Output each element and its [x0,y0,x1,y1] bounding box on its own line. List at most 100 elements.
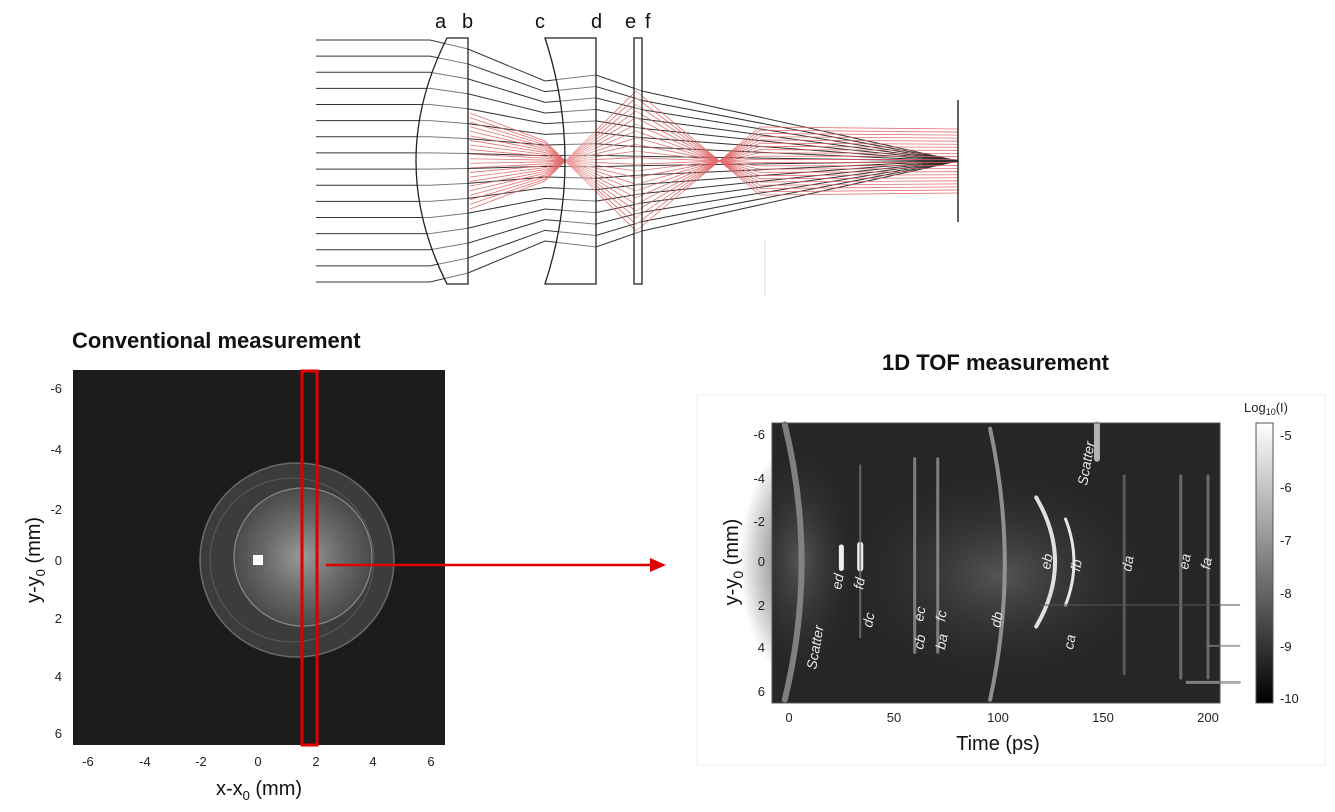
conv-ytick: 4 [55,669,62,684]
conv-xtick: 0 [254,754,261,769]
annotation-ca: ca [1060,633,1078,651]
colorbar-tick: -6 [1280,480,1292,495]
conv-y-axis-label: y-y0 (mm) [23,517,48,603]
tof-y-ticks: -6 -4 -2 0 2 4 6 [753,427,765,699]
tof-annotations: Scatter ed fd dc cb ec ba fc db eb ca fb… [803,439,1215,671]
ghost-ray [469,140,959,192]
ghost-ray [469,144,959,185]
ghost-ray [469,126,959,212]
colorbar-tick: -8 [1280,586,1292,601]
ghost-ray [469,90,959,210]
conv-x-axis-label: x-x0 (mm) [216,778,302,803]
tof-streak [1064,517,1076,607]
conventional-heading: Conventional measurement [72,328,361,353]
annotation-dc: dc [859,611,877,628]
ghost-ray [469,149,959,179]
ghost-ray [469,123,959,187]
ghost-ray [469,137,959,178]
annotation-db: db [987,610,1005,628]
annotation-fd: fd [850,575,868,590]
lens-label-f: f [645,11,651,33]
tof-xtick: 100 [987,710,1009,725]
tof-y-axis-label: y-y0 (mm) [721,519,746,606]
conventional-image-panel: -6 -4 -2 0 2 4 6 -6 -4 -2 0 2 4 6 x-x0 (… [23,369,445,803]
colorbar-ticks: -5 -6 -7 -8 -9 -10 [1280,428,1299,706]
ghost-ray [469,143,959,173]
conventional-y-ticks: -6 -4 -2 0 2 4 6 [50,381,62,741]
conv-xtick: 2 [312,754,319,769]
lens-label-d: d [591,11,602,33]
conv-xtick: 4 [369,754,376,769]
conv-ytick: -2 [50,502,62,517]
annotation-da: da [1118,554,1136,572]
lens-cd [544,37,597,285]
tof-streaks [740,421,1241,703]
conv-xtick: -4 [139,754,151,769]
conv-ytick: -6 [50,381,62,396]
tof-ytick: 0 [758,554,765,569]
lens-ab [415,37,469,285]
lens-ray-diagram: a b c d e f [316,11,959,296]
tof-x-axis-label: Time (ps) [956,733,1040,755]
slit-highlight-box [300,369,319,747]
ghost-ray [469,117,959,225]
tof-x-ticks: 0 50 100 150 200 [785,710,1218,725]
tof-glow [840,465,1160,685]
annotation-fb: fb [1067,558,1085,572]
tof-ytick: -2 [753,514,765,529]
annotation-ec: ec [910,605,928,622]
mid-ghost-ring [209,477,375,643]
annotation-ba: ba [932,632,950,650]
conv-xtick: -2 [195,754,207,769]
tof-heading: 1D TOF measurement [882,350,1110,375]
annotation-ea: ea [1175,552,1193,570]
tof-xtick: 150 [1092,710,1114,725]
annotation-scatter-top: Scatter [1074,439,1098,487]
red-ray-bundle [469,90,959,232]
annotation-fc: fc [932,609,950,623]
tof-xtick: 200 [1197,710,1219,725]
lens-label-c: c [535,11,545,33]
colorbar-title: Log10(I) [1244,400,1288,417]
conv-ytick: 2 [55,611,62,626]
tof-frame [696,394,1326,766]
annotation-fa: fa [1197,556,1215,570]
ghost-ray [469,130,959,182]
colorbar [1255,422,1274,704]
conventional-x-ticks: -6 -4 -2 0 2 4 6 [82,754,434,769]
ghost-ray [469,103,959,201]
tof-ytick: -6 [753,427,765,442]
annotation-scatter-left: Scatter [803,623,827,671]
tof-plot-border [771,422,1221,704]
focal-spot [253,555,263,565]
ghost-ray [469,130,959,205]
tof-ytick: 4 [758,640,765,655]
conv-xtick: 6 [427,754,434,769]
lens-label-e: e [625,11,636,33]
tof-ytick: -4 [753,471,765,486]
colorbar-tick: -10 [1280,691,1299,706]
conv-ytick: 0 [55,553,62,568]
tof-xtick: 0 [785,710,792,725]
tof-ytick: 2 [758,598,765,613]
tof-xtick: 50 [887,710,901,725]
ghost-ray [469,158,959,165]
conv-xtick: -6 [82,754,94,769]
colorbar-tick: -7 [1280,533,1292,548]
ghost-ray [469,121,959,219]
ghost-ray [469,97,959,205]
annotation-eb: eb [1037,552,1055,570]
ghost-ray [469,150,959,169]
colorbar-tick: -9 [1280,639,1292,654]
lens-label-a: a [435,11,447,33]
annotation-ed: ed [828,571,847,590]
window-ef [633,37,643,285]
tof-streak [781,421,805,703]
colorbar-tick: -5 [1280,428,1292,443]
ghost-ray [469,112,959,232]
ghost-ray [469,117,959,192]
ghost-ray [469,110,959,196]
annotation-cb: cb [910,633,928,651]
ghost-ray [469,157,959,164]
